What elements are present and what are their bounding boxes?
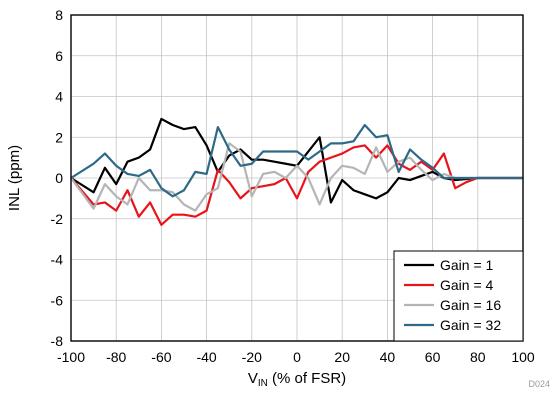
legend-label: Gain = 32 bbox=[440, 317, 501, 333]
y-tick-label: 8 bbox=[55, 7, 63, 23]
x-tick-label: -100 bbox=[57, 349, 85, 365]
y-axis-title: INL (ppm) bbox=[6, 145, 23, 211]
series-line-3 bbox=[70, 142, 523, 212]
series-lines bbox=[70, 117, 523, 226]
figure-id: D024 bbox=[528, 379, 550, 389]
y-tick-label: 4 bbox=[55, 89, 63, 105]
x-axis-title-main: V bbox=[248, 370, 258, 387]
x-tick-label: -60 bbox=[151, 349, 171, 365]
plot-frame bbox=[70, 14, 524, 342]
x-axis-title-subscript: IN bbox=[258, 378, 268, 389]
x-axis-title-rest: (% of FSR) bbox=[268, 370, 346, 387]
x-tick-label: 40 bbox=[380, 349, 396, 365]
legend: Gain = 1 Gain = 4 Gain = 16 Gain = 32 bbox=[393, 250, 524, 342]
x-tick-label: 100 bbox=[511, 349, 535, 365]
legend-label: Gain = 16 bbox=[440, 297, 501, 313]
y-tick-label: -4 bbox=[51, 252, 64, 268]
y-tick-label: -8 bbox=[51, 333, 64, 349]
x-tick-label: 80 bbox=[470, 349, 486, 365]
x-tick-label: 0 bbox=[293, 349, 301, 365]
y-tick-label: 2 bbox=[55, 129, 63, 145]
x-axis-title: VIN (% of FSR) bbox=[248, 370, 346, 389]
series-line-4 bbox=[70, 123, 523, 198]
y-tick-label: -6 bbox=[51, 292, 64, 308]
x-tick-label: -80 bbox=[106, 349, 126, 365]
series-line-2 bbox=[70, 144, 523, 226]
tick-labels: -100 -80 -60 -40 -20 0 20 40 60 80 100-8-6-4-20246… bbox=[51, 7, 535, 365]
y-tick-label: 0 bbox=[55, 170, 63, 186]
y-tick-label: -2 bbox=[51, 211, 64, 227]
x-tick-label: -40 bbox=[196, 349, 216, 365]
y-tick-label: 6 bbox=[55, 48, 63, 64]
x-tick-label: 60 bbox=[425, 349, 441, 365]
legend-label: Gain = 1 bbox=[440, 257, 494, 273]
legend-label: Gain = 4 bbox=[440, 277, 494, 293]
x-tick-label: -20 bbox=[242, 349, 262, 365]
x-tick-label: 20 bbox=[334, 349, 350, 365]
